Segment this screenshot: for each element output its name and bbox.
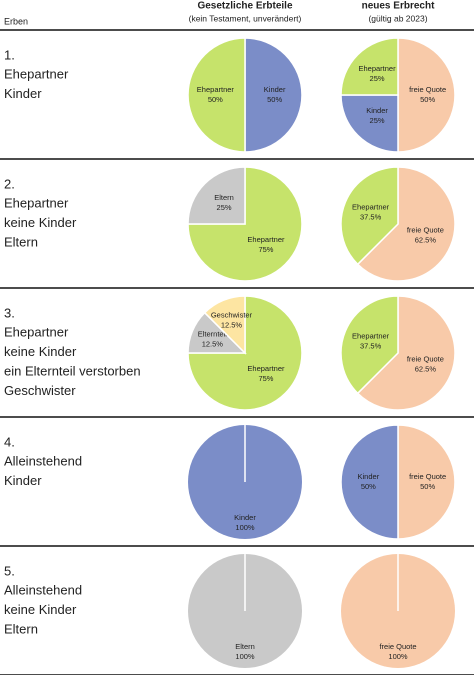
pie-slice [397, 37, 456, 153]
pie-slice [340, 166, 399, 266]
pie-slice [356, 166, 456, 282]
pie-slice [203, 295, 246, 355]
row-number: 4. [4, 434, 15, 449]
pie-slice [340, 37, 399, 96]
slice-value: 50% [420, 95, 435, 104]
row-number: 3. [4, 305, 15, 320]
slice-value: 50% [208, 95, 223, 104]
row-line: keine Kinder [4, 215, 77, 230]
slice-value: 12.5% [221, 320, 243, 329]
slice-value: 50% [420, 482, 435, 491]
slice-label: Eltern [235, 642, 255, 651]
column-header: Erben [4, 16, 28, 26]
row-number: 1. [4, 47, 15, 62]
slice-value: 75% [258, 374, 273, 383]
pie-slice [187, 166, 303, 282]
row-number: 5. [4, 563, 15, 578]
pie-slice [187, 166, 246, 225]
pie-slice [187, 295, 303, 411]
slice-label: Ehepartner [247, 235, 285, 244]
pie-slice [397, 424, 456, 540]
row-line: Alleinstehend [4, 582, 82, 597]
slice-label: Kinder [366, 106, 388, 115]
pie-slice [340, 295, 399, 395]
slice-label: freie Quote [409, 85, 446, 94]
slice-label: Eltern [214, 193, 234, 202]
column-subheader: (kein Testament, unverändert) [189, 13, 302, 23]
slice-value: 25% [370, 116, 385, 125]
column-header: Gesetzliche Erbteile [197, 1, 292, 12]
slice-label: freie Quote [409, 472, 446, 481]
row-line: Kinder [4, 473, 42, 488]
slice-label: Kinder [358, 472, 380, 481]
slice-label: freie Quote [407, 354, 444, 363]
slice-value: 75% [258, 245, 273, 254]
slice-value: 25% [370, 74, 385, 83]
row-line: Kinder [4, 86, 42, 101]
slice-label: Geschwister [211, 310, 253, 319]
row-line: keine Kinder [4, 344, 77, 359]
row-line: Ehepartner [4, 324, 69, 339]
row-line: Geschwister [4, 383, 76, 398]
slice-label: Ehepartner [352, 203, 390, 212]
slice-label: Ehepartner [352, 332, 390, 341]
pie-slice [244, 37, 303, 153]
slice-value: 12.5% [202, 339, 224, 348]
slice-label: freie Quote [407, 225, 444, 234]
row-line: keine Kinder [4, 602, 77, 617]
slice-label: Kinder [234, 513, 256, 522]
slice-value: 100% [388, 652, 408, 661]
slice-label: freie Quote [379, 642, 416, 651]
slice-label: Kinder [264, 85, 286, 94]
column-subheader: (gültig ab 2023) [368, 13, 427, 23]
row-line: Eltern [4, 621, 38, 636]
slice-label: Ehepartner [247, 364, 285, 373]
slice-value: 25% [217, 203, 232, 212]
slice-value: 50% [267, 95, 282, 104]
row-line: Alleinstehend [4, 453, 82, 468]
row-line: ein Elternteil verstorben [4, 363, 141, 378]
slice-label: Ehepartner [358, 64, 396, 73]
pie-slice [356, 295, 456, 411]
slice-value: 50% [361, 482, 376, 491]
slice-value: 100% [235, 652, 255, 661]
slice-label: Ehepartner [197, 85, 235, 94]
slice-value: 100% [235, 523, 255, 532]
row-line: Eltern [4, 234, 38, 249]
pie-slice [340, 94, 399, 153]
slice-value: 62.5% [415, 235, 437, 244]
row-number: 2. [4, 176, 15, 191]
slice-value: 37.5% [360, 342, 382, 351]
slice-value: 37.5% [360, 213, 382, 222]
pie-slice [340, 424, 399, 540]
row-line: Ehepartner [4, 195, 69, 210]
column-header: neues Erbrecht [362, 1, 435, 12]
row-line: Ehepartner [4, 66, 69, 81]
slice-label: Elternteil [198, 329, 228, 338]
pie-slice [187, 37, 246, 153]
slice-value: 62.5% [415, 364, 437, 373]
